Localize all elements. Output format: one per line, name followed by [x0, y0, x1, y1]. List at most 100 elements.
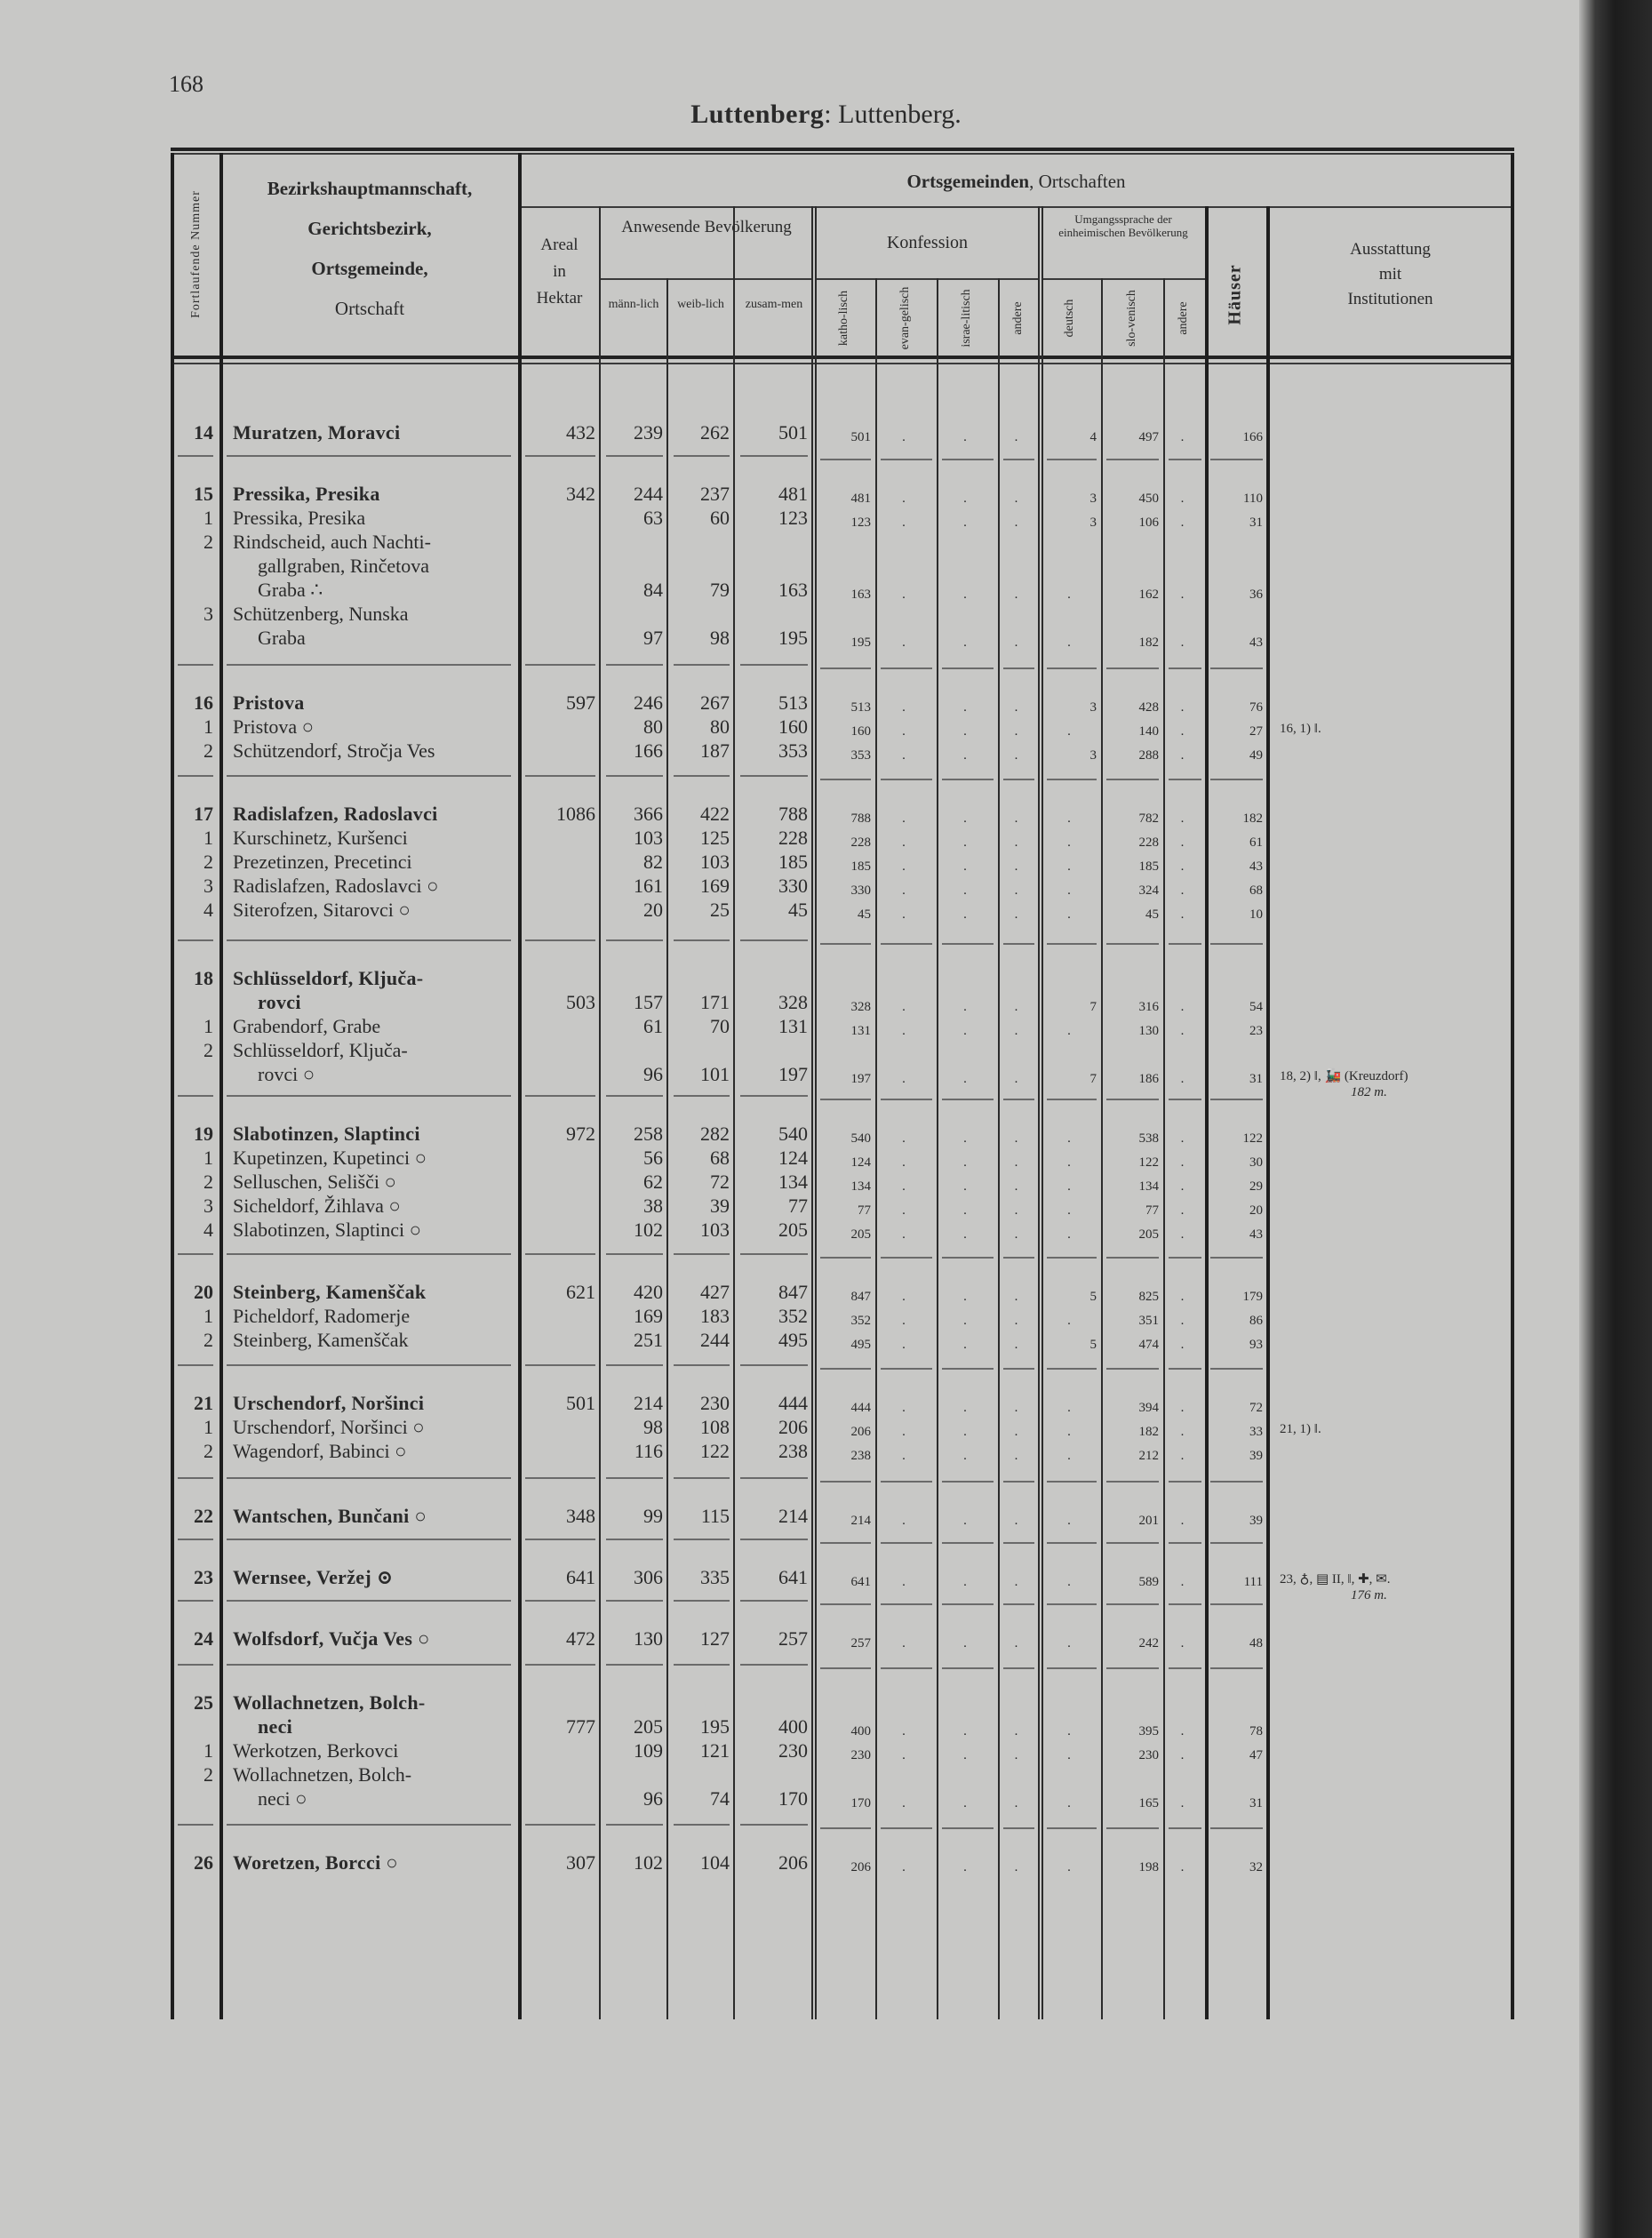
header-rule-konfession — [815, 278, 1040, 280]
cell-value: . — [963, 492, 967, 506]
cell-value: 847 — [850, 1290, 872, 1304]
group-separator — [178, 455, 213, 457]
cell-value: 121 — [700, 1739, 730, 1762]
cell-value: 237 — [700, 483, 730, 505]
group-separator — [740, 1664, 808, 1666]
group-separator — [178, 1539, 213, 1540]
cell-value: . — [1180, 492, 1185, 506]
group-separator — [227, 1824, 511, 1826]
cell-value: 262 — [700, 421, 730, 444]
group-separator — [1047, 1257, 1097, 1259]
group-separator — [606, 1364, 663, 1366]
header-ortsgemeinden-rest: , Ortschaften — [1029, 171, 1126, 192]
cell-value: 501 — [778, 421, 808, 444]
cell-value: . — [963, 1131, 967, 1146]
cell-value: 166 — [634, 739, 663, 762]
cell-value: . — [1180, 1338, 1185, 1352]
row-number: 2 — [204, 739, 213, 762]
group-separator — [1210, 779, 1263, 780]
cell-value: 330 — [778, 875, 808, 897]
row-number: 25 — [194, 1691, 213, 1714]
header-ortsgemeinden-bold: Ortsgemeinden — [906, 171, 1030, 192]
cell-value: . — [1014, 1227, 1018, 1242]
header-evangelisch: evan-gelisch — [898, 286, 912, 350]
cell-value: . — [1067, 1203, 1071, 1218]
cell-value: 80 — [643, 715, 663, 738]
cell-value: 540 — [778, 1123, 808, 1145]
group-separator — [740, 939, 808, 941]
group-separator — [1106, 667, 1159, 669]
cell-value: 3 — [1089, 492, 1097, 506]
header-deutsch: deutsch — [1063, 299, 1076, 338]
header-areal-1: Areal — [540, 236, 579, 254]
cell-value: . — [902, 1203, 906, 1218]
cell-value: 60 — [710, 507, 730, 529]
cell-value: . — [1014, 724, 1018, 739]
cell-value: 328 — [778, 991, 808, 1013]
row-number: 2 — [204, 1171, 213, 1193]
cell-value: . — [1067, 1024, 1071, 1038]
place-name: Muratzen, Moravci — [233, 421, 401, 444]
cell-value: . — [902, 1796, 906, 1810]
group-separator — [1169, 1257, 1201, 1259]
row-number: 4 — [204, 1219, 213, 1241]
cell-value: 131 — [850, 1024, 872, 1038]
group-separator — [227, 664, 511, 666]
place-name: Siterofzen, Sitarovci ○ — [233, 899, 411, 921]
header-zusammen: zusam-men — [745, 298, 803, 311]
row-number: 17 — [194, 803, 213, 825]
cell-value: 99 — [643, 1505, 663, 1527]
place-name: gallgraben, Rinčetova — [258, 555, 430, 577]
cell-value: 3 — [1089, 516, 1097, 530]
cell-value: 62 — [643, 1171, 663, 1193]
group-separator — [178, 1477, 213, 1479]
group-separator — [740, 1600, 808, 1602]
group-separator — [525, 775, 595, 777]
cell-value: 641 — [566, 1566, 595, 1588]
group-separator — [227, 939, 511, 941]
cell-value: 239 — [634, 421, 663, 444]
cell-value: 335 — [700, 1566, 730, 1588]
cell-value: 230 — [778, 1739, 808, 1762]
cell-value: 205 — [1138, 1227, 1160, 1242]
cell-value: . — [1180, 811, 1185, 826]
group-separator — [1169, 667, 1201, 669]
cell-value: 38 — [643, 1195, 663, 1217]
group-separator — [1047, 1368, 1097, 1370]
cell-value: 39 — [710, 1195, 730, 1217]
group-separator — [942, 1257, 994, 1259]
group-separator — [606, 775, 663, 777]
cell-value: 825 — [1138, 1290, 1160, 1304]
row-number: 16 — [194, 691, 213, 714]
cell-value: 123 — [778, 507, 808, 529]
row-number: 26 — [194, 1851, 213, 1874]
row-number: 1 — [204, 1147, 213, 1169]
header-gerichtsbezirk: Gerichtsbezirk, — [307, 218, 432, 239]
header-rule-sprache — [1041, 278, 1205, 280]
header-areal: Areal in Hektar — [520, 236, 599, 308]
cell-value: 847 — [778, 1281, 808, 1303]
header-areal-2: in — [553, 261, 566, 281]
place-name: Pristova — [233, 691, 305, 714]
cell-value: . — [963, 635, 967, 650]
group-separator — [1169, 1667, 1201, 1669]
cell-value: . — [1014, 1796, 1018, 1810]
row-number: 24 — [194, 1627, 213, 1650]
group-separator — [227, 1539, 511, 1540]
ausstattung-altitude: 176 m. — [1351, 1588, 1387, 1603]
group-separator — [674, 1477, 730, 1479]
group-separator — [942, 1099, 994, 1100]
group-separator — [178, 939, 213, 941]
cell-value: . — [1014, 859, 1018, 874]
cell-value: 77 — [1145, 1203, 1159, 1218]
column-rule — [219, 153, 223, 2019]
cell-value: 246 — [634, 691, 663, 714]
cell-value: 205 — [634, 1715, 663, 1738]
row-number: 1 — [204, 1015, 213, 1037]
group-separator — [1003, 1603, 1034, 1605]
cell-value: . — [1180, 1290, 1185, 1304]
header-umgangssprache: Umgangssprache der einheimischen Bevölke… — [1058, 212, 1188, 239]
cell-value: 513 — [850, 700, 872, 715]
place-name: Schützendorf, Stročja Ves — [233, 739, 435, 762]
cell-value: 348 — [566, 1505, 595, 1527]
